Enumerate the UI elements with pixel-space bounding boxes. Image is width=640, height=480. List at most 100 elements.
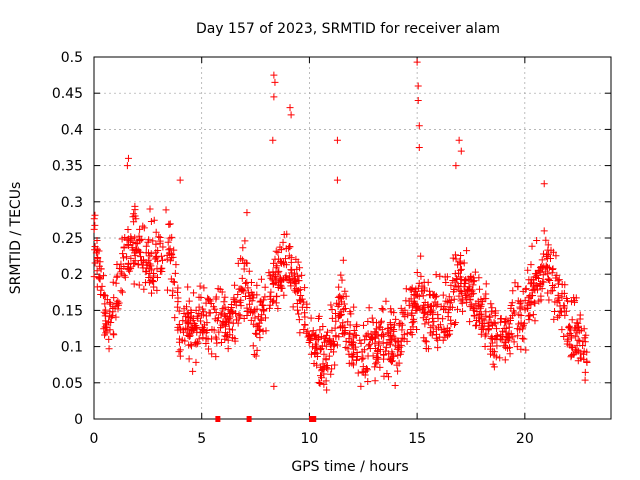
data-point — [195, 293, 203, 301]
data-point — [234, 319, 242, 327]
axis-ticks: 0 0.05 0.1 0.15 0.2 0.25 0.3 0.35 0.4 0.45 0.5 0 5 10… — [52, 50, 611, 447]
data-point — [388, 348, 396, 356]
data-point — [175, 321, 183, 329]
data-point — [398, 334, 406, 342]
data-point — [452, 275, 460, 283]
data-point — [215, 328, 223, 336]
data-point — [334, 302, 342, 310]
data-point — [419, 314, 427, 322]
data-point — [527, 261, 535, 269]
data-point — [234, 259, 242, 267]
data-point — [335, 283, 343, 291]
data-point — [151, 255, 159, 263]
data-point — [173, 303, 181, 311]
data-point — [404, 311, 412, 319]
data-point — [315, 312, 323, 320]
data-point — [552, 274, 560, 282]
y-tick-label: 0.15 — [52, 303, 83, 319]
x-axis-label: GPS time / hours — [291, 459, 408, 475]
data-point — [261, 283, 269, 291]
data-point — [274, 304, 282, 312]
data-point — [379, 306, 387, 314]
data-point — [253, 330, 261, 338]
data-point — [206, 297, 214, 305]
data-point — [513, 343, 521, 351]
data-point — [337, 311, 345, 319]
data-point — [317, 333, 325, 341]
data-point — [295, 296, 303, 304]
data-point — [482, 295, 490, 303]
data-point — [128, 244, 136, 252]
data-point — [333, 341, 341, 349]
data-point — [155, 233, 163, 241]
data-point — [322, 356, 330, 364]
data-point — [568, 343, 576, 351]
data-point — [123, 236, 131, 244]
data-point — [91, 211, 99, 219]
data-point — [257, 275, 265, 283]
data-point — [183, 325, 191, 333]
data-point — [419, 292, 427, 300]
data-point — [189, 367, 197, 375]
data-point — [239, 256, 247, 264]
data-point — [464, 287, 472, 295]
data-point — [333, 136, 341, 144]
data-point — [444, 298, 452, 306]
data-point — [540, 180, 548, 188]
data-point — [414, 291, 422, 299]
data-point — [272, 247, 280, 255]
data-point — [260, 306, 268, 314]
data-point — [441, 273, 449, 281]
data-point — [428, 331, 436, 339]
data-point — [336, 312, 344, 320]
data-point — [457, 251, 465, 259]
data-point — [565, 323, 573, 331]
data-point — [328, 339, 336, 347]
data-point — [267, 274, 275, 282]
data-point — [149, 237, 157, 245]
data-point — [310, 332, 318, 340]
data-point — [191, 321, 199, 329]
zero-value-point — [246, 416, 252, 422]
data-point — [171, 314, 179, 322]
data-point — [356, 336, 364, 344]
x-tick-label: 0 — [90, 431, 99, 447]
data-point — [415, 144, 423, 151]
data-point — [469, 305, 477, 313]
data-point — [315, 379, 323, 387]
data-point — [106, 326, 114, 334]
data-point — [399, 309, 407, 317]
data-point — [197, 311, 205, 319]
data-point — [305, 339, 313, 346]
data-point — [556, 307, 564, 315]
data-point — [241, 237, 249, 245]
data-point — [101, 331, 109, 339]
data-point — [362, 331, 370, 339]
data-point — [309, 327, 317, 335]
data-point — [560, 332, 568, 340]
data-point — [327, 346, 335, 354]
data-point — [382, 347, 390, 355]
data-point — [195, 303, 203, 311]
data-point — [417, 272, 425, 280]
y-tick-label: 0.05 — [52, 376, 83, 392]
data-point — [554, 313, 562, 321]
data-point — [511, 309, 519, 317]
data-point — [250, 350, 258, 358]
data-point — [332, 310, 340, 318]
data-point — [490, 363, 498, 371]
y-tick-label: 0.5 — [61, 50, 83, 66]
data-point — [451, 270, 459, 278]
data-point — [397, 319, 405, 327]
data-point — [226, 331, 234, 339]
data-point — [280, 291, 288, 299]
data-point — [270, 382, 278, 390]
data-point — [391, 334, 399, 342]
data-point — [345, 350, 353, 358]
x-tick-label: 20 — [516, 431, 534, 447]
data-point — [123, 253, 131, 261]
data-point — [203, 319, 211, 327]
data-point — [440, 305, 448, 313]
data-point — [130, 210, 138, 218]
